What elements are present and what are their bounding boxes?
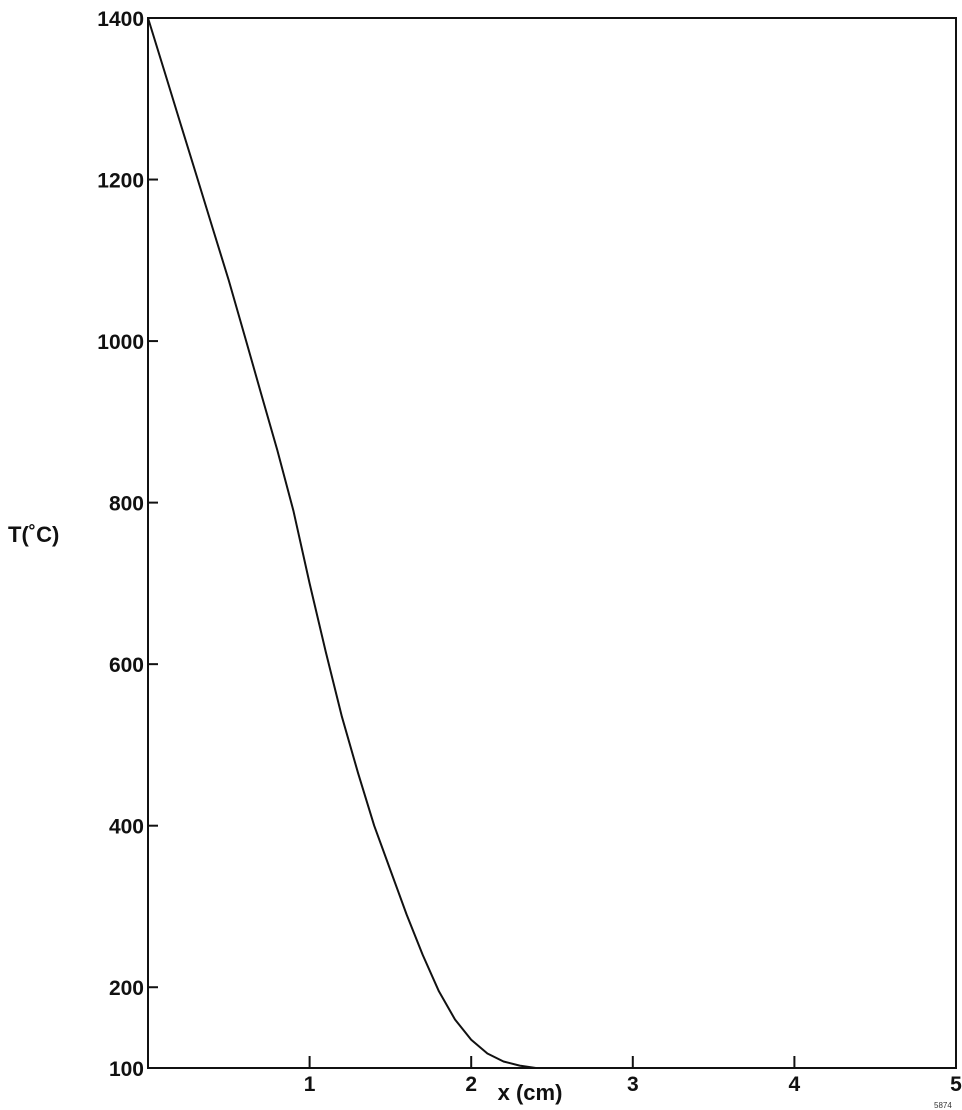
- x-tick-label: 2: [465, 1073, 477, 1096]
- x-tick-label: 3: [627, 1073, 639, 1096]
- y-tick-label: 1000: [97, 331, 144, 354]
- y-tick-label: 1400: [97, 8, 144, 31]
- x-tick-label: 4: [789, 1073, 801, 1096]
- y-tick-label: 600: [109, 654, 144, 677]
- y-tick-label: 100: [109, 1058, 144, 1081]
- figure-id: 5874: [934, 1101, 952, 1110]
- temperature-curve: [147, 17, 957, 1069]
- x-tick-label: 5: [950, 1073, 962, 1096]
- y-tick-label: 1200: [97, 170, 144, 193]
- y-tick-label: 400: [109, 816, 144, 839]
- x-tick-label: 1: [304, 1073, 316, 1096]
- x-axis-title: x (cm): [498, 1080, 563, 1105]
- x-axis: 1 2 3 4 5: [304, 1056, 962, 1096]
- plot-frame: [147, 17, 957, 1069]
- y-axis-title: T(˚C): [8, 522, 59, 547]
- y-axis: 100 200 400 600 800 1000 1200 1400: [97, 8, 158, 1081]
- y-tick-label: 800: [109, 493, 144, 516]
- y-tick-label: 200: [109, 977, 144, 1000]
